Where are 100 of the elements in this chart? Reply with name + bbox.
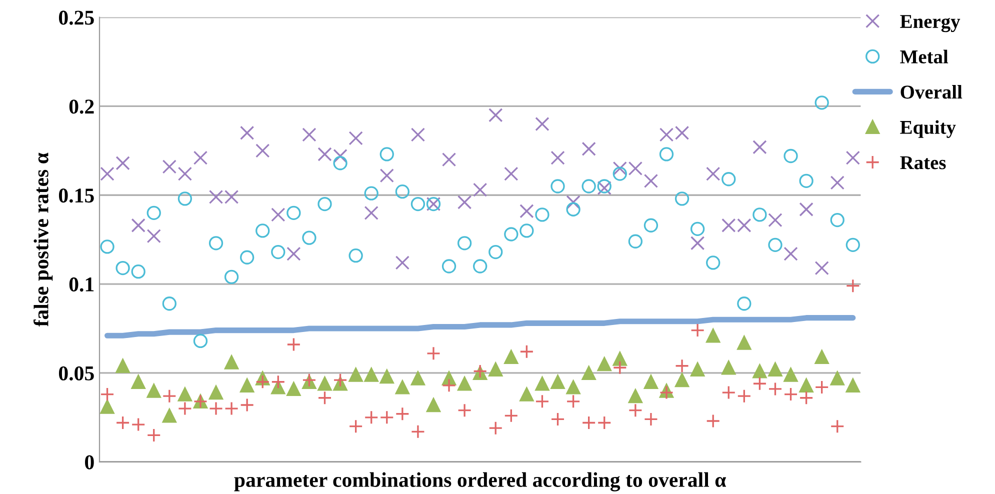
point	[426, 398, 441, 412]
point	[131, 218, 146, 232]
point	[690, 222, 705, 236]
point	[830, 176, 844, 190]
legend-label: Rates	[900, 156, 946, 170]
point	[348, 419, 363, 434]
point	[348, 131, 363, 146]
y-axis-title: false postive rates α	[34, 152, 53, 327]
y-tick-label: 0	[85, 455, 94, 470]
point	[286, 206, 301, 220]
point	[520, 224, 534, 238]
point	[256, 374, 270, 389]
point	[240, 378, 254, 393]
point	[737, 296, 752, 311]
point	[193, 334, 208, 348]
point	[674, 358, 690, 373]
point	[520, 344, 534, 359]
point	[582, 416, 596, 430]
point	[364, 368, 378, 382]
point	[380, 147, 394, 162]
point	[271, 374, 286, 389]
point	[131, 417, 146, 432]
point	[628, 403, 643, 418]
point	[520, 387, 534, 402]
y-tick-label: 0.1	[69, 277, 94, 292]
point	[690, 323, 705, 338]
point	[256, 144, 270, 158]
point	[116, 156, 130, 170]
point	[333, 373, 348, 388]
point	[550, 412, 565, 426]
point	[193, 150, 208, 165]
point	[690, 236, 705, 250]
legend-label: Overall	[900, 85, 962, 99]
point	[566, 202, 580, 216]
point	[768, 238, 782, 252]
point	[830, 371, 844, 386]
point	[333, 156, 348, 170]
point	[364, 410, 378, 425]
point	[318, 376, 332, 391]
point	[318, 196, 332, 212]
point	[395, 184, 410, 199]
point	[846, 378, 860, 393]
point	[814, 350, 829, 364]
point	[706, 414, 720, 428]
point	[768, 362, 782, 376]
point	[302, 128, 316, 142]
point	[100, 400, 114, 414]
point	[814, 96, 829, 110]
point	[597, 356, 612, 372]
point	[628, 234, 643, 248]
point	[814, 260, 829, 276]
point	[162, 296, 176, 311]
point	[488, 362, 503, 376]
point	[612, 360, 627, 375]
point	[768, 212, 782, 228]
point	[550, 150, 565, 165]
point	[208, 385, 224, 400]
point	[784, 368, 798, 382]
point	[286, 337, 301, 352]
point	[752, 376, 767, 391]
point	[846, 150, 860, 165]
point	[224, 270, 239, 284]
point	[566, 394, 580, 409]
point	[100, 166, 114, 181]
point	[628, 389, 643, 404]
point	[768, 382, 782, 396]
point	[364, 186, 378, 200]
point	[674, 192, 690, 206]
point	[240, 398, 254, 412]
point	[116, 358, 130, 373]
point	[208, 236, 224, 250]
point	[395, 406, 410, 421]
point	[146, 428, 161, 442]
point	[799, 378, 814, 393]
point	[457, 195, 472, 210]
point	[380, 410, 394, 425]
point	[659, 147, 674, 162]
point	[799, 202, 814, 216]
point	[131, 374, 146, 389]
point	[504, 227, 518, 242]
point	[814, 380, 829, 394]
point	[116, 260, 130, 276]
point	[457, 376, 472, 391]
point	[644, 218, 658, 232]
point	[208, 401, 224, 416]
point	[784, 148, 798, 164]
point	[535, 208, 550, 222]
point	[286, 382, 301, 396]
point	[737, 336, 752, 350]
point	[784, 387, 798, 402]
point	[442, 259, 456, 274]
point	[752, 208, 767, 222]
y-tick-label: 0.2	[69, 100, 94, 114]
point	[224, 355, 239, 370]
point	[504, 350, 518, 364]
point	[566, 195, 580, 210]
point	[395, 256, 410, 270]
point	[178, 387, 192, 402]
point	[488, 421, 503, 436]
point	[100, 240, 114, 254]
